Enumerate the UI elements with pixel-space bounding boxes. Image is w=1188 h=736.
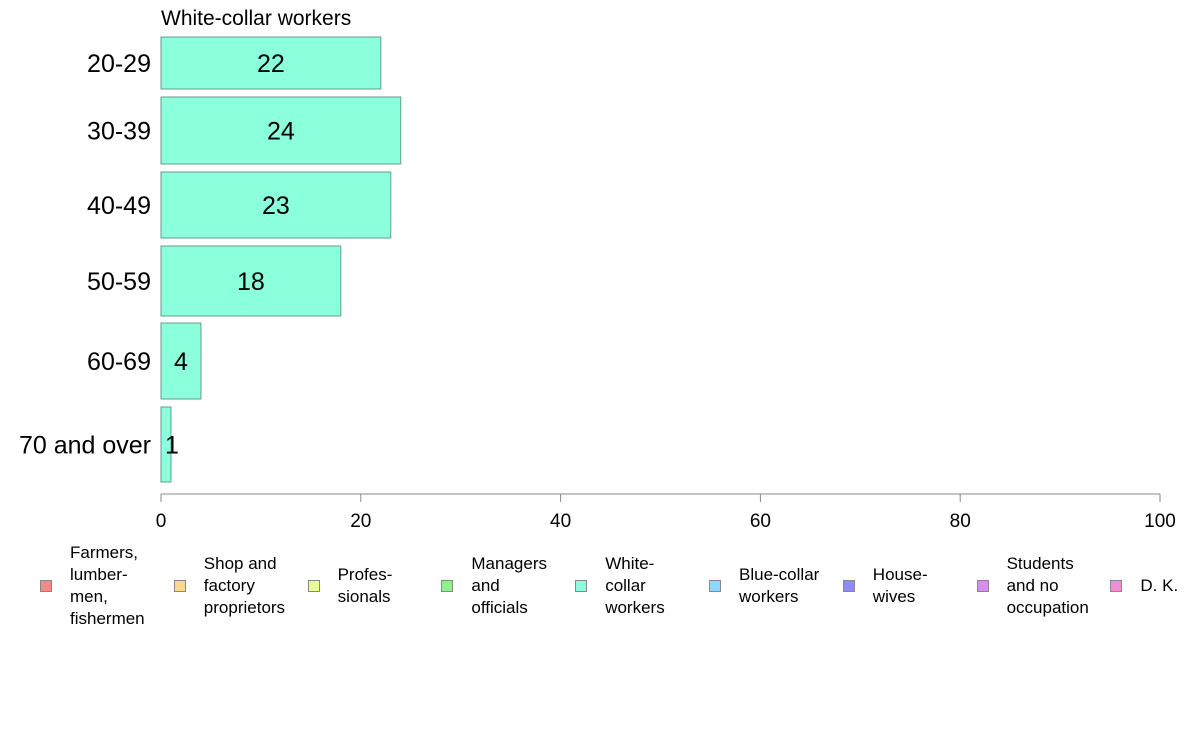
x-tick-label: 20 [350,511,371,532]
bar-value-label: 18 [237,268,265,296]
bar-value-label: 24 [267,118,295,146]
legend-label: Students and no occupation [1006,554,1089,617]
x-tick-label: 40 [550,511,571,532]
legend-swatch [173,580,186,592]
bar [160,36,382,90]
bar [160,171,392,239]
legend-swatch [307,580,320,592]
bar [160,322,202,400]
legend-label: Managers and officials [471,554,547,617]
category-label: 20-29 [87,50,151,78]
legend-swatch [575,580,588,592]
category-label: 30-39 [87,118,151,146]
bar [160,406,172,483]
bars-group: 20-29 22 30-39 24 40-49 23 50-59 18 60-69 4 70 and… [19,36,402,483]
bar-chart: White-collar workers 20-29 22 30-39 24 40-49… [19,7,1176,532]
legend-swatch [40,580,52,592]
legend-label: White-collar workers [605,554,665,617]
x-tick-label: 0 [156,511,167,532]
category-label: 60-69 [87,348,151,376]
legend-swatch [709,580,721,592]
category-label: 50-59 [87,268,151,296]
panel-title: White-collar workers [161,7,351,30]
legend-swatch [1110,580,1123,592]
category-label: 70 and over [19,432,151,460]
legend-label: D. K. [1140,576,1179,595]
legend-label: Blue-collar workers [739,565,820,606]
bar [160,96,402,165]
x-tick-label: 80 [950,511,971,532]
legend-label: Profes-sionals [337,565,393,606]
x-axis: 0 20 40 60 80 100 [156,493,1176,532]
category-label: 40-49 [87,192,151,220]
bar-value-label: 4 [174,348,188,376]
x-tick-label: 100 [1144,511,1176,532]
legend-label: House-wives [872,565,928,606]
legend-swatch [976,580,989,592]
bar-value-label: 1 [165,432,179,460]
legend-swatch [441,580,454,592]
x-tick-label: 60 [750,511,771,532]
legend-label: Shop and factory proprietors [203,554,286,617]
legend: Farmers, lumber-men, fishermen Shop and fact… [0,540,1188,640]
bar [160,245,342,317]
bar-value-label: 22 [257,50,285,78]
bar-value-label: 23 [262,192,290,220]
legend-swatch [842,580,855,592]
legend-label: Farmers, lumber-men, fishermen [70,543,145,628]
